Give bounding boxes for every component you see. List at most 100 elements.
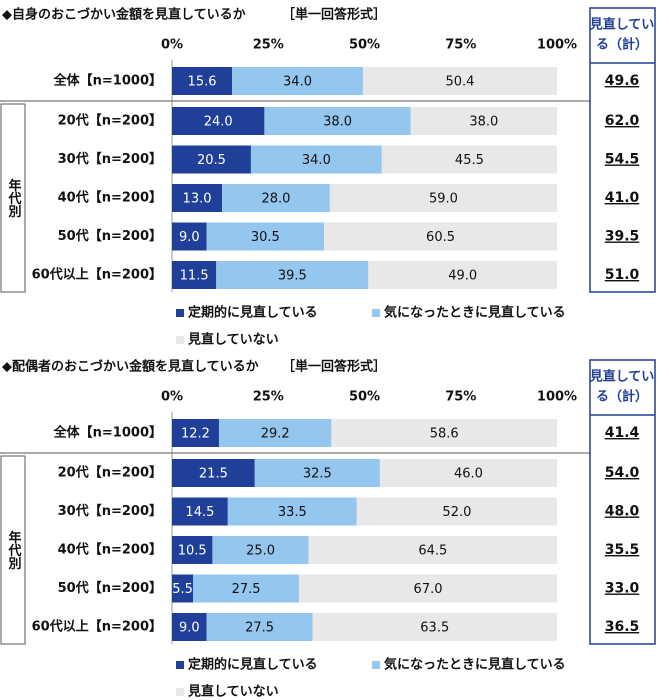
legend-swatch — [176, 688, 184, 696]
bar-segment — [172, 107, 265, 135]
legend-label: 気になったときに見直している — [384, 657, 566, 673]
legend-swatch — [176, 661, 184, 669]
group-label: 年代別 — [6, 530, 23, 571]
category-label: 全体【n=1000】 — [53, 73, 162, 89]
legend-swatch — [176, 309, 184, 317]
total-value: 36.5 — [605, 619, 640, 635]
x-tick-label: 25% — [253, 38, 284, 53]
category-label: 30代【n=200】 — [58, 503, 162, 519]
bar-segment — [172, 497, 228, 526]
chart-subtitle: ［単一回答形式］ — [282, 359, 386, 375]
bar-segment — [206, 222, 325, 251]
x-tick-label: 0% — [161, 390, 183, 405]
x-tick-label: 50% — [349, 390, 380, 405]
value-label: 39.5 — [278, 269, 307, 284]
total-value: 54.5 — [605, 152, 640, 168]
bar-segment — [172, 222, 207, 251]
bar-segment — [218, 419, 332, 447]
bar-segment — [206, 613, 313, 641]
value-label: 27.5 — [245, 621, 274, 636]
value-label: 32.5 — [303, 467, 332, 482]
bar-segment — [172, 261, 217, 289]
bar-segment — [331, 419, 557, 447]
value-label: 28.0 — [261, 192, 290, 207]
x-tick-label: 75% — [445, 390, 476, 405]
bar-segment — [227, 497, 357, 526]
value-label: 67.0 — [414, 582, 443, 597]
category-label: 40代【n=200】 — [58, 190, 162, 206]
bar-segment — [329, 184, 557, 212]
value-label: 12.2 — [181, 427, 210, 442]
bar-segment — [172, 574, 194, 603]
bar-segment — [381, 145, 557, 174]
bar-segment — [172, 419, 219, 447]
x-tick-label: 25% — [253, 390, 284, 405]
chart-title: ◆自身のおこづかい金額を見直しているか — [2, 7, 246, 23]
total-header: 見直してい — [589, 369, 655, 385]
bar-segment — [172, 613, 207, 641]
value-label: 29.2 — [261, 427, 290, 442]
value-label: 34.0 — [283, 75, 312, 90]
category-label: 60代以上【n=200】 — [32, 267, 162, 283]
bar-segment — [172, 145, 251, 174]
bar-segment — [356, 497, 557, 526]
value-label: 49.0 — [448, 269, 477, 284]
legend-swatch — [176, 336, 184, 344]
bar-segment — [232, 67, 363, 95]
bar-segment — [222, 184, 330, 212]
value-label: 14.5 — [185, 505, 214, 520]
total-value: 51.0 — [605, 267, 640, 283]
legend-label: 定期的に見直している — [187, 657, 318, 673]
legend-label: 見直していない — [187, 332, 279, 348]
chart-title: ◆配偶者のおこづかい金額を見直しているか — [2, 359, 259, 375]
value-label: 30.5 — [251, 230, 280, 245]
group-box — [0, 103, 26, 293]
category-label: 全体【n=1000】 — [53, 425, 162, 441]
bar-segment — [379, 459, 557, 487]
bar-segment — [250, 145, 382, 174]
value-label: 64.5 — [418, 544, 447, 559]
chart-subtitle: ［単一回答形式］ — [282, 7, 386, 23]
category-label: 40代【n=200】 — [58, 542, 162, 558]
legend-swatch — [372, 661, 380, 669]
bar-segment — [193, 574, 300, 603]
value-label: 38.0 — [323, 115, 352, 130]
total-value: 41.4 — [605, 425, 640, 441]
value-label: 9.0 — [179, 230, 200, 245]
bar-segment — [172, 67, 233, 95]
bar-segment — [299, 574, 557, 603]
category-label: 20代【n=200】 — [58, 465, 162, 481]
bar-segment — [362, 67, 557, 95]
value-label: 20.5 — [197, 153, 226, 168]
value-label: 34.0 — [302, 153, 331, 168]
bar-segment — [324, 222, 557, 251]
value-label: 27.5 — [232, 582, 261, 597]
value-label: 11.5 — [180, 269, 209, 284]
value-label: 5.5 — [172, 582, 193, 597]
legend-label: 見直していない — [187, 684, 279, 700]
total-header: 見直してい — [589, 17, 655, 33]
value-label: 63.5 — [420, 621, 449, 636]
bar-segment — [264, 107, 411, 135]
group-box — [0, 455, 26, 645]
category-label: 30代【n=200】 — [58, 151, 162, 167]
total-box — [589, 7, 656, 293]
x-tick-label: 100% — [537, 38, 577, 53]
bar-segment — [212, 536, 309, 564]
category-label: 50代【n=200】 — [58, 228, 162, 244]
value-label: 9.0 — [179, 621, 200, 636]
value-label: 10.5 — [178, 544, 207, 559]
bar-segment — [368, 261, 557, 289]
total-value: 35.5 — [605, 542, 640, 558]
value-label: 46.0 — [454, 467, 483, 482]
value-label: 45.5 — [455, 153, 484, 168]
value-label: 24.0 — [204, 115, 233, 130]
category-label: 60代以上【n=200】 — [32, 619, 162, 635]
value-label: 59.0 — [429, 192, 458, 207]
value-label: 13.0 — [183, 192, 212, 207]
value-label: 58.6 — [430, 427, 459, 442]
total-value: 49.6 — [605, 73, 640, 89]
x-tick-label: 100% — [537, 390, 577, 405]
legend-swatch — [372, 309, 380, 317]
